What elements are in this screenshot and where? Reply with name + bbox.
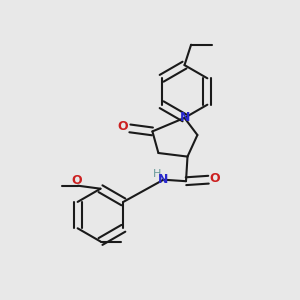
Text: N: N — [180, 111, 190, 124]
Text: O: O — [71, 174, 82, 188]
Text: O: O — [117, 120, 128, 134]
Text: O: O — [209, 172, 220, 185]
Text: N: N — [158, 172, 168, 186]
Text: H: H — [153, 169, 161, 179]
